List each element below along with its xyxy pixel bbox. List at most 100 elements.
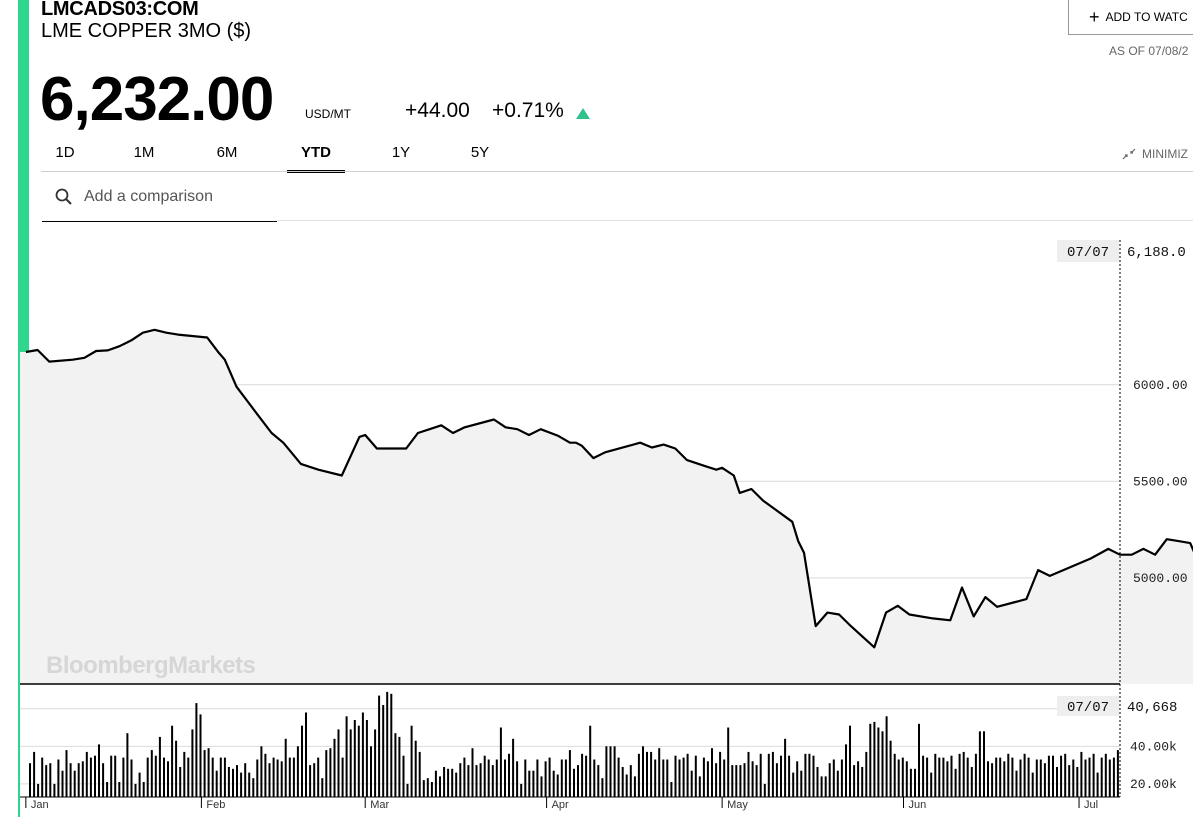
- volume-bar: [85, 751, 88, 797]
- volume-bar: [118, 782, 121, 797]
- volume-bar: [731, 765, 734, 797]
- tab-6m[interactable]: 6M: [216, 144, 238, 161]
- volume-bar: [629, 765, 632, 797]
- volume-bar: [1064, 753, 1067, 797]
- volume-bar: [751, 761, 754, 797]
- volume-bar: [345, 716, 348, 797]
- volume-bar: [784, 738, 787, 797]
- volume-bar: [296, 746, 299, 797]
- volume-bar: [463, 757, 466, 797]
- volume-bar: [471, 748, 474, 797]
- volume-bar: [195, 703, 198, 797]
- volume-bar: [280, 761, 283, 797]
- volume-bar: [970, 767, 973, 797]
- volume-bar: [150, 750, 153, 797]
- volume-bar: [897, 759, 900, 797]
- volume-bar: [309, 765, 312, 797]
- volume-bar: [126, 733, 129, 797]
- volume-bar: [1027, 757, 1030, 797]
- volume-bar: [861, 767, 864, 797]
- volume-bar: [1015, 770, 1018, 797]
- price-line: [25, 328, 1193, 649]
- volume-bar: [138, 772, 141, 797]
- volume-bar: [556, 774, 559, 797]
- volume-bar: [223, 757, 226, 797]
- volume-bar: [914, 768, 916, 797]
- volume-bar: [329, 748, 332, 797]
- search-divider: [277, 220, 1193, 221]
- volume-bar: [386, 691, 389, 797]
- volume-bar: [158, 736, 161, 797]
- volume-bar: [767, 753, 770, 797]
- volume-date-tag: [1057, 696, 1119, 716]
- x-tick-label: Jun: [909, 799, 927, 811]
- volume-bar: [698, 776, 701, 797]
- volume-bar: [321, 778, 324, 797]
- up-arrow-icon: [576, 108, 590, 119]
- tab-1y[interactable]: 1Y: [391, 144, 411, 161]
- volume-bar: [686, 753, 689, 797]
- volume-bar: [625, 774, 628, 797]
- volume-bar: [1100, 757, 1103, 797]
- comparison-search-input[interactable]: [82, 187, 276, 207]
- volume-bar: [268, 763, 271, 797]
- volume-bar: [552, 770, 555, 797]
- volume-bar: [248, 772, 251, 797]
- volume-bar: [1047, 755, 1050, 797]
- tab-ytd[interactable]: YTD: [301, 144, 331, 161]
- volume-bar: [816, 767, 819, 797]
- volume-bar: [849, 725, 851, 797]
- volume-bar: [114, 755, 117, 797]
- x-tick-label: May: [727, 799, 748, 811]
- volume-bar: [658, 748, 661, 797]
- minimize-button[interactable]: MINIMIZ: [1122, 147, 1188, 161]
- price-change: +44.00: [405, 99, 470, 122]
- crosshair-date-label: 07/07: [1067, 245, 1109, 261]
- volume-bar: [524, 759, 527, 797]
- volume-bar: [601, 778, 604, 797]
- minimize-icon: [1122, 148, 1136, 160]
- volume-bar: [999, 757, 1002, 797]
- volume-bar: [617, 757, 620, 797]
- volume-bar: [406, 783, 409, 797]
- volume-bar: [154, 755, 157, 797]
- volume-bar: [199, 714, 202, 797]
- volume-bar: [528, 770, 531, 797]
- volume-bar: [102, 763, 105, 797]
- volume-bar: [853, 765, 856, 797]
- volume-bar: [1072, 759, 1075, 797]
- volume-bar: [926, 757, 929, 797]
- volume-bar: [646, 751, 648, 797]
- volume-bar: [901, 757, 904, 797]
- volume-bar: [240, 772, 243, 797]
- price-y-tick-label: 5500.00: [1133, 474, 1188, 489]
- volume-bar: [301, 725, 303, 797]
- volume-bar: [544, 761, 547, 797]
- tab-1d[interactable]: 1D: [55, 144, 75, 161]
- volume-bar: [520, 783, 523, 797]
- volume-bar: [398, 736, 401, 797]
- tabs-divider: [41, 171, 1193, 172]
- add-to-watchlist-button[interactable]: + ADD TO WATC: [1068, 0, 1193, 35]
- volume-bar: [877, 727, 880, 797]
- volume-bar: [564, 759, 567, 797]
- watermark-logo: BloombergMarkets: [46, 652, 256, 679]
- volume-bar: [1011, 757, 1014, 797]
- price-change-percent: +0.71%: [492, 99, 564, 122]
- volume-bar: [187, 757, 190, 797]
- volume-bar: [637, 753, 640, 797]
- volume-bar: [134, 783, 137, 797]
- volume-bar: [674, 755, 677, 797]
- plus-icon: +: [1089, 7, 1100, 27]
- volume-bar: [378, 695, 381, 797]
- tab-1m[interactable]: 1M: [133, 144, 155, 161]
- volume-bar: [723, 759, 726, 797]
- tab-5y[interactable]: 5Y: [470, 144, 490, 161]
- volume-bar: [357, 725, 360, 797]
- volume-bar: [341, 757, 344, 797]
- volume-bar: [272, 757, 275, 797]
- volume-bar: [305, 712, 307, 797]
- volume-bar: [905, 761, 908, 797]
- ticker-symbol: LMCADS03:COM: [41, 0, 199, 20]
